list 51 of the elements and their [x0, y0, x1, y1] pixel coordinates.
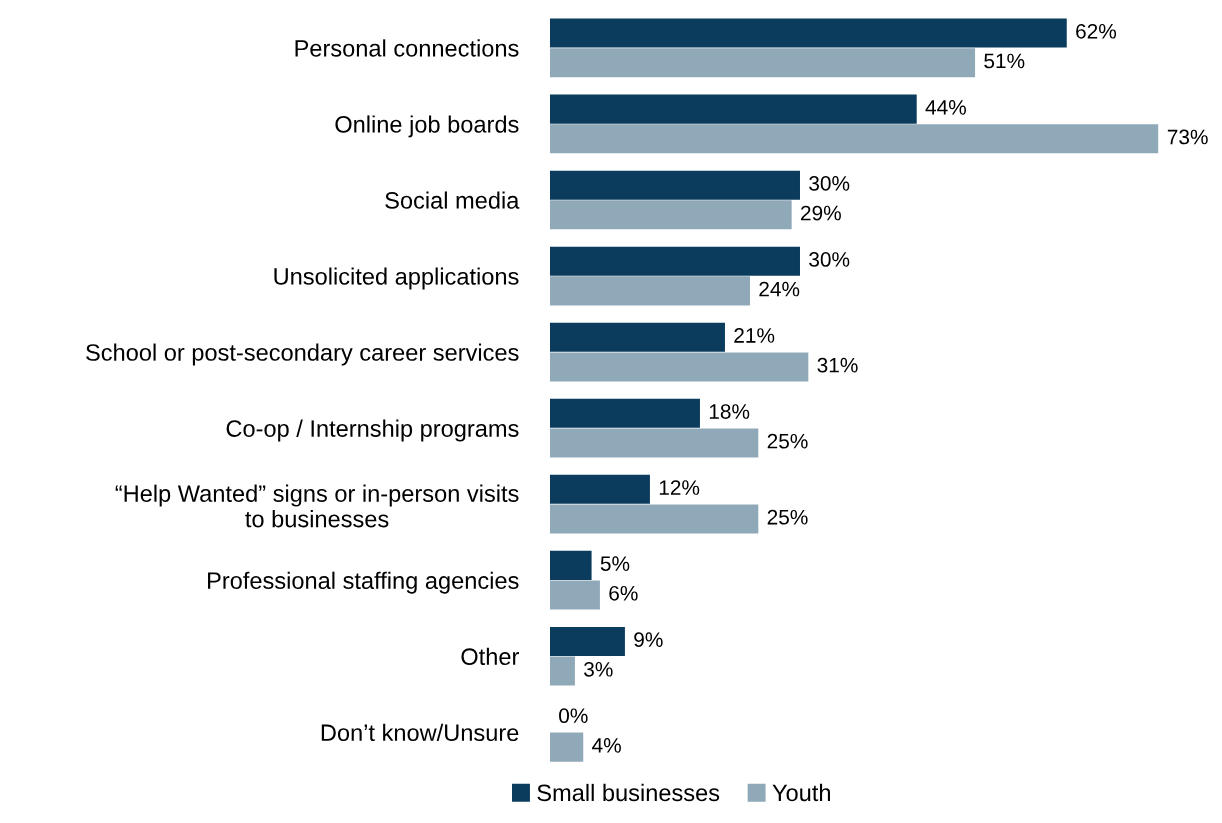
bar	[549, 580, 600, 610]
bar	[549, 474, 650, 504]
data-label: 3%	[584, 661, 613, 677]
bar	[549, 94, 917, 124]
data-label: 6%	[609, 585, 638, 601]
y-tick-label: Co-op / Internship programs	[226, 419, 519, 442]
y-tick-label: Other	[461, 647, 519, 666]
data-label: 0%	[559, 708, 588, 724]
data-label: 31%	[817, 357, 858, 373]
y-tick-label: Professional staffing agencies	[208, 571, 519, 594]
data-label: 73%	[1167, 129, 1208, 145]
data-label: 62%	[1076, 23, 1117, 39]
data-label: 25%	[767, 433, 808, 449]
bar	[549, 48, 976, 78]
y-tick-label: Unsolicited applications	[274, 267, 519, 290]
data-label: 21%	[734, 328, 775, 343]
y-tick-label: “Help Wanted” signs or in-person visits to businesses	[115, 484, 519, 528]
bar	[549, 246, 800, 276]
y-tick-label: School or post-secondary career services	[86, 343, 519, 366]
bar	[549, 398, 700, 428]
bar	[549, 428, 759, 458]
bar	[549, 200, 792, 230]
y-tick-label: Online job boards	[335, 115, 519, 138]
bar	[549, 18, 1067, 48]
bar	[549, 626, 625, 656]
y-tick-label: Social media	[385, 191, 520, 209]
bar	[549, 276, 750, 306]
data-label: 9%	[634, 632, 663, 648]
legend-label: Small businesses	[537, 783, 720, 802]
data-label: 51%	[984, 53, 1025, 69]
y-tick-label: Don’t know/Unsure	[321, 723, 519, 742]
data-label: 4%	[592, 738, 621, 753]
bar	[549, 322, 725, 352]
data-label: 24%	[759, 281, 800, 297]
bar	[549, 504, 759, 534]
bar	[549, 550, 592, 580]
data-label: 18%	[709, 404, 750, 419]
data-label: 30%	[809, 252, 850, 267]
y-tick-label: Personal connections	[295, 39, 519, 57]
data-label: 29%	[801, 205, 841, 221]
data-label: 12%	[659, 480, 700, 495]
data-label: 5%	[600, 556, 630, 571]
data-label: 44%	[925, 100, 966, 115]
data-label: 30%	[809, 176, 850, 191]
data-label: 25%	[767, 509, 808, 525]
bar	[549, 352, 809, 382]
legend-label: Youth	[772, 783, 830, 802]
bar	[549, 124, 1159, 154]
bar	[549, 656, 575, 686]
bar	[549, 732, 584, 762]
bar	[549, 170, 800, 200]
